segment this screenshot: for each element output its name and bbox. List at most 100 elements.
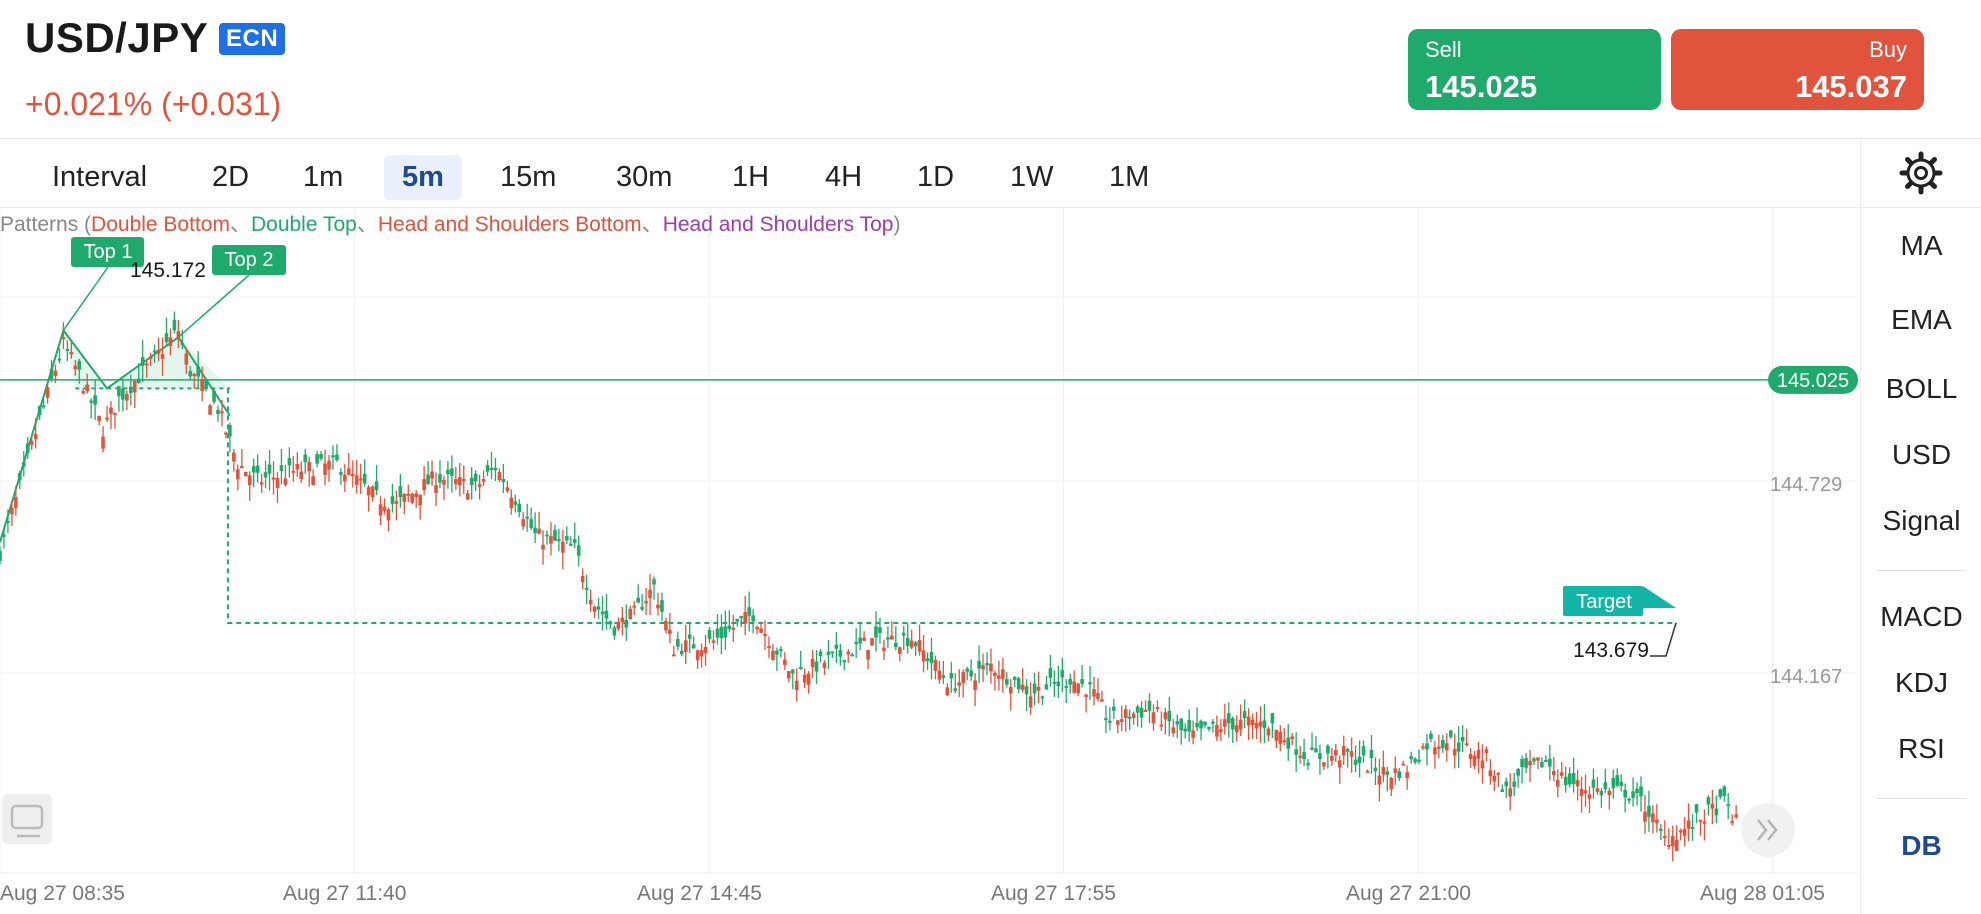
candle-body (204, 379, 208, 389)
candle-body (529, 519, 533, 528)
indicator-db[interactable]: DB (1901, 830, 1942, 861)
candle-body (1230, 718, 1235, 730)
indicator-rsi[interactable]: RSI (1898, 733, 1945, 764)
interval-30m[interactable]: 30m (616, 161, 673, 193)
candle-body (1555, 780, 1560, 787)
interval-15m[interactable]: 15m (500, 161, 557, 193)
candle-body (834, 644, 839, 649)
candle-body (933, 660, 938, 671)
candle-body (1548, 758, 1552, 767)
candle-body (644, 601, 648, 604)
candle-body (1282, 740, 1287, 743)
candle-body (557, 539, 561, 542)
candle-body (1092, 689, 1096, 697)
candle-body (561, 541, 565, 553)
candle-body (53, 370, 58, 376)
candle-body (779, 648, 783, 651)
candle-body (236, 469, 240, 480)
candle-body (386, 509, 391, 521)
candle-body (323, 463, 327, 476)
interval-label: Interval (52, 161, 148, 193)
settings-button[interactable] (1860, 139, 1981, 208)
candle-body (343, 474, 347, 482)
candle-body (259, 482, 264, 485)
instrument-symbol[interactable]: USD/JPY (25, 14, 209, 61)
candle-body (1191, 730, 1195, 738)
candle-body (73, 365, 78, 370)
candle-body (216, 409, 220, 415)
candle-body (156, 349, 161, 354)
indicator-signal[interactable]: Signal (1882, 505, 1961, 536)
candle-body (1563, 776, 1568, 786)
indicator-ma[interactable]: MA (1900, 230, 1943, 261)
candle-body (1369, 749, 1374, 759)
candle-body (810, 658, 815, 668)
candle-body (1448, 730, 1453, 737)
candle-body (247, 475, 252, 486)
candle-body (866, 650, 870, 660)
candle-body (723, 626, 728, 638)
candle-body (485, 465, 490, 472)
candle-body (1405, 772, 1409, 779)
interval-2d[interactable]: 2D (212, 161, 250, 193)
candle-body (477, 484, 482, 487)
interval-1w[interactable]: 1W (1010, 161, 1054, 193)
candle-body (454, 479, 458, 485)
candle-body (612, 627, 617, 636)
interval-1h[interactable]: 1H (732, 161, 770, 193)
candle-body (1163, 712, 1168, 720)
target-pointer (1650, 622, 1677, 657)
interval-4h[interactable]: 4H (825, 161, 863, 193)
candle-body (148, 356, 153, 360)
candle-body (117, 386, 121, 397)
candle-body (818, 651, 823, 656)
sell-button[interactable]: Sell 145.025 (1408, 29, 1661, 110)
candle-body (1175, 721, 1180, 725)
candle-body (660, 600, 664, 612)
candle-body (1084, 694, 1088, 698)
candle-body (1242, 711, 1247, 719)
interval-1m-month[interactable]: 1M (1109, 161, 1150, 193)
candle-body (1678, 830, 1683, 833)
indicator-usd[interactable]: USD (1891, 439, 1952, 470)
candle-body (652, 579, 656, 585)
sell-price: 145.025 (1425, 69, 1538, 104)
candle-body (1421, 746, 1425, 749)
indicator-ema[interactable]: EMA (1891, 304, 1952, 335)
buy-button[interactable]: Buy 145.037 (1671, 29, 1924, 110)
candle-body (1536, 757, 1540, 761)
candle-body (640, 606, 644, 610)
candle-body (925, 658, 930, 662)
indicator-boll[interactable]: BOLL (1885, 373, 1958, 404)
candle-body (144, 363, 149, 366)
candle-body (0, 550, 2, 561)
x-axis-label: Aug 27 08:35 (0, 882, 125, 905)
replay-icon (10, 804, 44, 830)
candle-body (1500, 789, 1505, 792)
indicator-macd[interactable]: MACD (1880, 601, 1963, 632)
candle-body (1674, 839, 1679, 852)
candle-body (1706, 797, 1711, 805)
candle-body (707, 630, 712, 639)
candle-body (378, 504, 383, 516)
candle-body (1068, 678, 1073, 685)
scroll-latest-icon (1767, 819, 1778, 841)
indicator-sidebar: MA EMA BOLL USD Signal MACD KDJ RSI DB (1860, 208, 1981, 914)
interval-5m[interactable]: 5m (384, 155, 462, 200)
candle-body (1635, 788, 1639, 793)
x-axis-label: Aug 27 11:40 (283, 882, 406, 905)
candle-body (941, 675, 946, 678)
interval-1m[interactable]: 1m (303, 161, 344, 193)
candle-body (1476, 750, 1481, 759)
candle-body (1040, 696, 1045, 699)
candle-body (985, 663, 989, 666)
candle-body (786, 671, 791, 679)
indicator-kdj[interactable]: KDJ (1895, 667, 1948, 698)
candle-body (1234, 725, 1239, 733)
ecn-badge: ECN (219, 23, 286, 55)
candle-body (1444, 743, 1449, 751)
candle-body (751, 615, 755, 622)
candle-body (989, 663, 993, 672)
interval-1d[interactable]: 1D (917, 161, 955, 193)
